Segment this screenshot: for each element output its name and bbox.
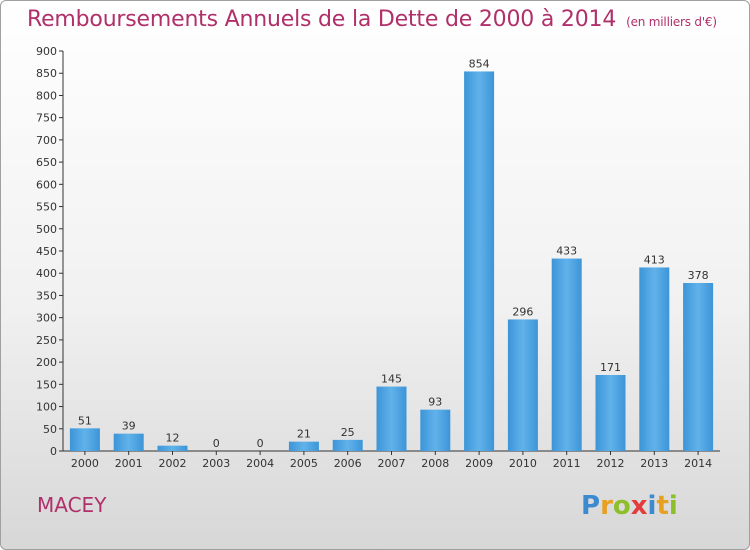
x-tick-label: 2010 [509, 457, 537, 470]
logo-letter: r [600, 491, 613, 521]
bar [420, 409, 451, 451]
chart-unit: (en milliers d'€) [626, 15, 717, 29]
y-tick-label: 100 [36, 401, 57, 414]
logo-letter: i [647, 491, 657, 521]
data-label: 0 [257, 437, 264, 450]
x-tick-label: 2005 [290, 457, 318, 470]
x-tick-label: 2001 [115, 457, 143, 470]
y-tick-label: 250 [36, 334, 57, 347]
data-label: 171 [600, 361, 621, 374]
y-tick-label: 750 [36, 112, 57, 125]
logo-letter: P [581, 491, 601, 521]
data-label: 39 [122, 420, 136, 433]
y-tick-label: 200 [36, 356, 57, 369]
chart-title-text: Remboursements Annuels de la Dette de 20… [27, 7, 617, 32]
data-label: 378 [688, 269, 709, 282]
chart-title: Remboursements Annuels de la Dette de 20… [27, 7, 717, 32]
x-tick-label: 2014 [684, 457, 712, 470]
x-tick-label: 2004 [246, 457, 274, 470]
bar [157, 445, 188, 451]
data-label: 145 [381, 373, 402, 386]
x-tick-label: 2013 [640, 457, 668, 470]
data-label: 0 [213, 437, 220, 450]
proxiti-logo: Proxiti [581, 491, 678, 521]
bar [464, 71, 495, 451]
y-tick-label: 700 [36, 134, 57, 147]
data-label: 93 [428, 396, 442, 409]
y-tick-label: 500 [36, 223, 57, 236]
x-tick-label: 2003 [202, 457, 230, 470]
x-tick-label: 2006 [334, 457, 362, 470]
town-name: MACEY [37, 493, 107, 517]
logo-letter: i [668, 491, 678, 521]
data-label: 296 [512, 305, 533, 318]
bar [595, 375, 626, 451]
data-label: 51 [78, 414, 92, 427]
y-tick-label: 50 [43, 423, 57, 436]
data-label: 413 [644, 253, 665, 266]
y-tick-label: 850 [36, 67, 57, 80]
x-tick-label: 2002 [159, 457, 187, 470]
y-tick-label: 600 [36, 178, 57, 191]
logo-letter: x [630, 491, 648, 521]
y-tick-label: 900 [36, 45, 57, 58]
x-tick-label: 2008 [421, 457, 449, 470]
data-label: 854 [469, 57, 490, 70]
y-tick-label: 300 [36, 312, 57, 325]
bar [69, 428, 100, 451]
x-tick-label: 2012 [597, 457, 625, 470]
bar [113, 433, 144, 451]
data-label: 25 [341, 426, 355, 439]
y-tick-label: 0 [50, 445, 57, 458]
y-tick-label: 650 [36, 156, 57, 169]
bar [551, 258, 582, 451]
x-tick-label: 2011 [553, 457, 581, 470]
x-tick-label: 2007 [378, 457, 406, 470]
bar [288, 441, 319, 451]
data-label: 21 [297, 428, 311, 441]
y-tick-label: 800 [36, 89, 57, 102]
x-tick-label: 2009 [465, 457, 493, 470]
logo-letter: o [612, 491, 631, 521]
data-label: 12 [166, 432, 180, 445]
x-tick-label: 2000 [71, 457, 99, 470]
bar [507, 319, 538, 451]
bar [332, 439, 363, 451]
y-tick-label: 350 [36, 289, 57, 302]
y-tick-label: 450 [36, 245, 57, 258]
logo-letter: t [656, 491, 669, 521]
y-tick-label: 150 [36, 378, 57, 391]
y-tick-label: 400 [36, 267, 57, 280]
data-label: 433 [556, 245, 577, 258]
bar [376, 386, 407, 451]
bar [639, 267, 670, 451]
y-tick-label: 550 [36, 201, 57, 214]
bar [683, 283, 714, 451]
